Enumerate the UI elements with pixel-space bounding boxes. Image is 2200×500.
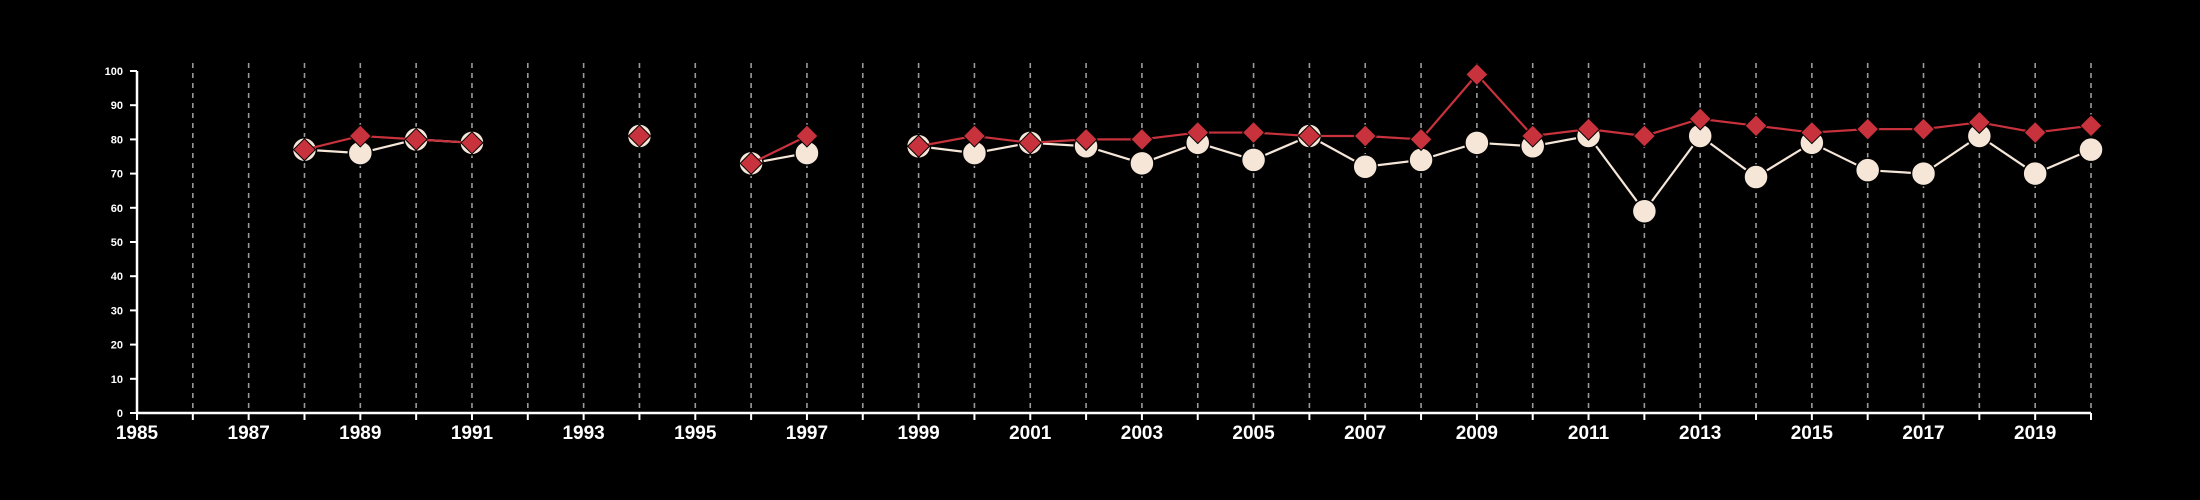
y-tick-label: 60 bbox=[111, 203, 123, 215]
data-point bbox=[739, 151, 763, 176]
data-point bbox=[1631, 198, 1658, 224]
data-point bbox=[1632, 124, 1657, 148]
data-point bbox=[1521, 124, 1545, 148]
data-point bbox=[1576, 117, 1601, 141]
y-tick-label: 100 bbox=[105, 66, 123, 78]
y-tick-label: 70 bbox=[111, 169, 123, 181]
x-tick-label: 2009 bbox=[1456, 423, 1498, 444]
data-point bbox=[1408, 147, 1434, 173]
series-line bbox=[918, 134, 2092, 214]
series-layer bbox=[291, 62, 2104, 224]
data-point bbox=[1074, 127, 1098, 152]
y-tick-label: 90 bbox=[111, 100, 123, 112]
data-point bbox=[1241, 120, 1266, 145]
data-point bbox=[1743, 164, 1769, 190]
data-point bbox=[1409, 127, 1433, 152]
x-tick-label: 1995 bbox=[674, 423, 717, 444]
x-tick-label: 2011 bbox=[1568, 423, 1610, 444]
axis-layer: 0 10 20 30 40 50 60 70 80 90 100 1985 1987 1989 1991 19… bbox=[105, 66, 2092, 444]
y-tick-label: 10 bbox=[111, 374, 123, 386]
data-point bbox=[1465, 62, 1489, 87]
x-tick-label: 1999 bbox=[897, 423, 939, 444]
data-point bbox=[2023, 120, 2047, 145]
data-point bbox=[1186, 120, 1210, 145]
x-tick-label: 2013 bbox=[1679, 423, 1721, 444]
series-line bbox=[304, 134, 473, 151]
y-tick-label: 80 bbox=[111, 134, 123, 146]
data-point bbox=[1744, 114, 1768, 138]
data-point bbox=[962, 124, 987, 148]
x-tick-label: 1993 bbox=[562, 423, 604, 444]
data-point bbox=[1130, 127, 1154, 152]
x-tick-label: 1985 bbox=[116, 423, 159, 444]
data-point bbox=[404, 127, 428, 152]
series-line bbox=[750, 134, 808, 165]
x-tick-label: 2007 bbox=[1344, 423, 1386, 444]
data-point bbox=[1688, 107, 1712, 131]
data-point bbox=[1800, 120, 1824, 145]
x-tick-label: 2005 bbox=[1232, 423, 1275, 444]
data-point bbox=[1911, 117, 1936, 141]
data-point bbox=[348, 124, 373, 148]
grid-layer bbox=[192, 63, 2092, 413]
data-point bbox=[460, 131, 484, 155]
y-tick-label: 40 bbox=[111, 271, 123, 283]
data-point bbox=[1855, 117, 1880, 141]
data-point bbox=[1297, 124, 1322, 148]
x-tick-label: 2019 bbox=[2014, 423, 2056, 444]
series-1 bbox=[292, 62, 2103, 176]
x-tick-label: 2001 bbox=[1009, 423, 1052, 444]
x-tick-label: 1987 bbox=[228, 423, 270, 444]
data-point bbox=[292, 137, 317, 162]
data-point bbox=[627, 124, 652, 148]
data-point bbox=[1018, 131, 1042, 155]
data-point bbox=[2022, 160, 2048, 187]
data-point bbox=[2079, 114, 2103, 138]
x-tick-label: 1989 bbox=[339, 423, 381, 444]
y-tick-label: 50 bbox=[111, 237, 123, 249]
data-point bbox=[1353, 124, 1377, 148]
data-point bbox=[1967, 110, 1992, 135]
x-tick-label: 1991 bbox=[451, 423, 494, 444]
data-point bbox=[1129, 150, 1155, 177]
y-tick-label: 0 bbox=[117, 408, 123, 420]
x-tick-label: 2003 bbox=[1121, 423, 1163, 444]
x-tick-label: 2015 bbox=[1791, 423, 1834, 444]
x-tick-label: 2017 bbox=[1902, 423, 1944, 444]
data-point bbox=[1854, 157, 1881, 183]
y-tick-label: 20 bbox=[111, 340, 123, 352]
data-point bbox=[906, 134, 931, 158]
data-point bbox=[1464, 130, 1490, 156]
y-tick-label: 30 bbox=[111, 305, 123, 317]
x-tick-label: 1997 bbox=[786, 423, 828, 444]
data-point bbox=[1910, 160, 1937, 187]
series-line bbox=[918, 72, 2092, 148]
data-point bbox=[2078, 136, 2104, 163]
data-point bbox=[1352, 154, 1378, 180]
data-point bbox=[795, 124, 819, 148]
data-point bbox=[1240, 147, 1267, 173]
